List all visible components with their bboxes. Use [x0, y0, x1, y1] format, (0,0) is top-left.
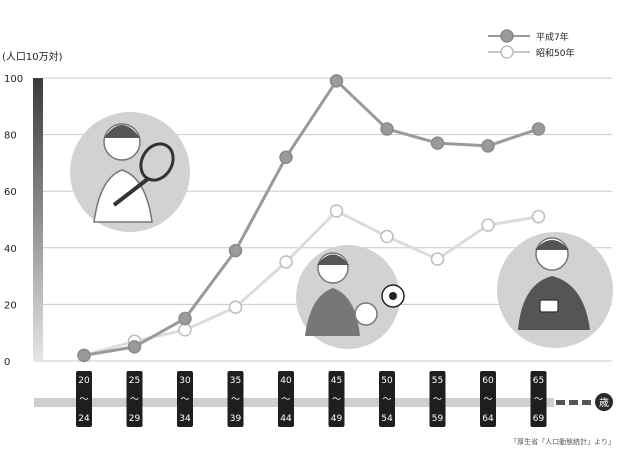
x-category-labels: 20 〜 24 25 〜 29 30 〜 34 35 〜 39 40 〜 44 45 〜 49 50 〜 54 55 〜 59… [76, 371, 547, 427]
y-tick-label: 80 [4, 131, 17, 142]
y-tick-label: 100 [4, 74, 23, 85]
data-point [329, 204, 344, 218]
x-category-chip [480, 371, 496, 427]
x-tick-label: 〜 [180, 395, 189, 405]
x-tick-label: 40 [280, 376, 292, 386]
x-tick-label: 〜 [231, 395, 240, 405]
x-tick-label: 45 [331, 376, 342, 386]
y-axis-label: (人口10万対) [2, 50, 63, 63]
x-tick-label: 39 [230, 414, 242, 424]
data-point [380, 229, 394, 244]
x-end-label: 歳 [599, 397, 609, 409]
data-point [228, 243, 243, 258]
x-tick-label: 54 [381, 414, 393, 424]
y-tick-label: 20 [4, 300, 17, 311]
y-tick-labels: 0 20 40 60 80 100 [4, 74, 23, 368]
data-point [178, 311, 192, 326]
x-tick-label: 34 [179, 414, 191, 424]
data-point [481, 139, 495, 153]
y-axis-bar [33, 78, 43, 362]
x-tick-label: 〜 [534, 395, 543, 405]
x-tick-label: 25 [129, 376, 140, 386]
legend-label: 平成7年 [536, 31, 569, 43]
x-tick-label: 〜 [79, 395, 88, 405]
x-tick-label: 65 [533, 376, 544, 386]
data-point [531, 209, 546, 224]
legend-swatch-marker [500, 45, 514, 59]
data-point [127, 340, 142, 354]
x-tick-label: 〜 [281, 395, 290, 405]
data-point [481, 218, 495, 232]
data-point [380, 122, 394, 136]
data-point [329, 74, 344, 88]
y-tick-label: 40 [4, 244, 17, 255]
x-category-chip [278, 371, 294, 427]
x-tick-label: 49 [331, 414, 343, 424]
data-point [228, 300, 243, 314]
data-point [77, 348, 91, 363]
data-point [178, 323, 192, 337]
x-tick-label: 〜 [483, 395, 492, 405]
teacup-icon [539, 299, 559, 313]
x-end-badge [595, 393, 613, 411]
x-category-chip [126, 371, 143, 427]
x-tick-label: 35 [230, 376, 241, 386]
series-line [83, 209, 539, 357]
older-woman-illustration [497, 232, 613, 348]
x-tick-label: 〜 [382, 395, 391, 405]
x-tick-label: 〜 [433, 395, 442, 405]
x-tick-label: 69 [533, 414, 545, 424]
data-point [430, 252, 445, 266]
y-tick-label: 60 [4, 187, 17, 198]
x-category-chip [379, 371, 395, 427]
data-point [279, 150, 293, 164]
x-tick-label: 29 [129, 414, 141, 424]
x-tick-label: 59 [432, 414, 444, 424]
data-point [430, 136, 445, 150]
data-point [531, 122, 546, 136]
tennis-player-illustration [70, 112, 190, 232]
x-category-chip [429, 371, 446, 427]
x-tick-label: 〜 [332, 395, 341, 405]
x-category-chip [530, 371, 547, 427]
mother-child-illustration [296, 245, 405, 349]
x-tick-label: 50 [381, 376, 393, 386]
x-tick-label: 〜 [130, 395, 139, 405]
x-tick-label: 44 [280, 414, 292, 424]
legend-label: 昭和50年 [536, 47, 574, 59]
x-tick-label: 20 [78, 376, 90, 386]
legend-swatch-marker [500, 29, 514, 43]
x-tick-label: 24 [78, 414, 90, 424]
source-note: 「厚生省「人口動態統計」より」 [510, 438, 615, 446]
x-category-chip [76, 371, 92, 427]
series-line [83, 79, 539, 357]
x-tick-label: 64 [482, 414, 494, 424]
x-axis-dash [556, 400, 591, 405]
data-point [279, 255, 293, 269]
x-category-chip [227, 371, 244, 427]
x-tick-label: 30 [179, 376, 191, 386]
x-category-chip [328, 371, 345, 427]
y-tick-label: 0 [4, 357, 10, 368]
x-tick-label: 60 [482, 376, 494, 386]
x-category-chip [177, 371, 193, 427]
series-lines [77, 74, 546, 363]
x-tick-label: 55 [432, 376, 443, 386]
